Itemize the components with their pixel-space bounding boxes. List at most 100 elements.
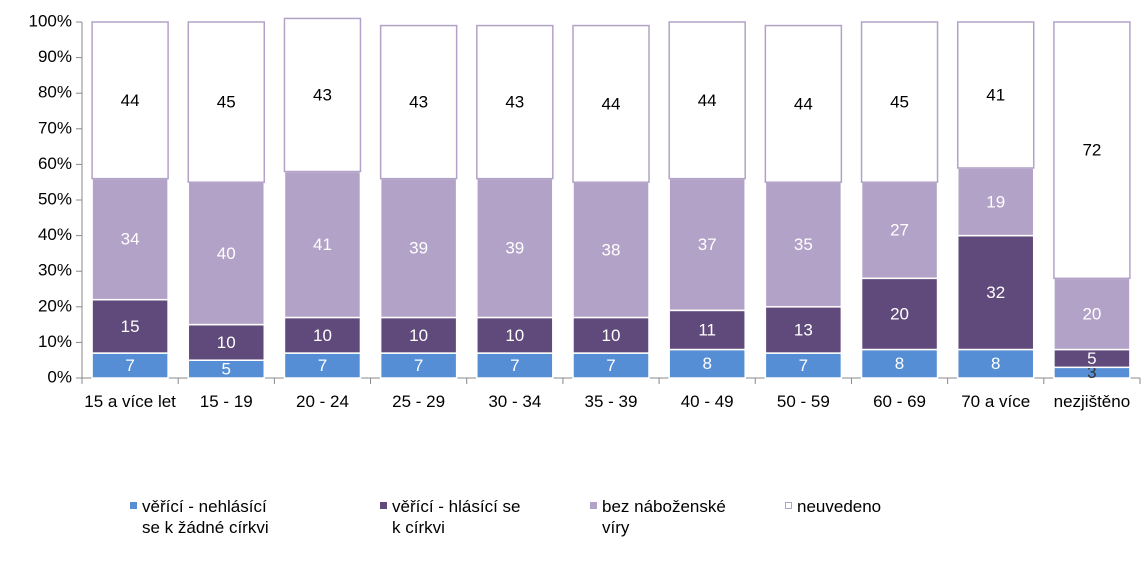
- data-label: 10: [602, 326, 621, 345]
- data-label: 20: [1082, 304, 1101, 323]
- data-label: 45: [890, 93, 909, 112]
- x-tick-label: nezjištěno: [1053, 392, 1131, 411]
- y-tick-label: 60%: [38, 154, 72, 173]
- data-label: 7: [318, 356, 327, 375]
- data-label: 40: [217, 244, 236, 263]
- data-label: 7: [125, 356, 134, 375]
- data-label: 10: [505, 326, 524, 345]
- data-label: 41: [313, 235, 332, 254]
- bar-segment: [860, 181, 939, 280]
- bar-segment: [187, 21, 266, 183]
- bar-segment: [476, 316, 554, 354]
- bar-segment: [1053, 21, 1131, 280]
- x-tick-label: 20 - 24: [295, 392, 349, 411]
- x-tick-label: 60 - 69: [873, 392, 926, 411]
- bar-segment: [91, 352, 169, 379]
- bar-segment: [860, 21, 939, 183]
- data-label: 7: [606, 356, 615, 375]
- legend-label: bez náboženské víry: [602, 497, 726, 537]
- legend-label: věřící - nehlásící se k žádné církvi: [142, 497, 269, 537]
- data-label: 39: [409, 239, 428, 258]
- bar-segment: [379, 352, 458, 379]
- bar-segment: [764, 306, 843, 354]
- data-label: 19: [986, 192, 1005, 211]
- data-label: 44: [698, 91, 717, 110]
- bar-segment: [572, 24, 650, 183]
- bar-segment: [379, 24, 458, 180]
- bar-segment: [764, 24, 843, 183]
- bar-segment: [283, 316, 362, 354]
- bar-segment: [668, 348, 746, 379]
- bar-segment: [668, 21, 746, 180]
- data-label: 72: [1082, 141, 1101, 160]
- data-label: 43: [313, 85, 332, 104]
- y-tick-label: 40%: [38, 225, 72, 244]
- data-label: 20: [890, 304, 909, 323]
- bar-segment: [956, 21, 1035, 169]
- y-tick-label: 20%: [38, 296, 72, 315]
- data-label: 41: [986, 85, 1005, 104]
- data-label: 7: [799, 356, 808, 375]
- bar-segment: [476, 24, 554, 180]
- legend-item: věřící - hlásící se k církvi: [380, 496, 522, 538]
- bar-segment: [379, 177, 458, 319]
- data-label: 8: [895, 354, 904, 373]
- x-tick-label: 30 - 34: [488, 392, 542, 411]
- bar-segment: [187, 181, 266, 326]
- x-tick-label: 50 - 59: [776, 392, 830, 411]
- data-label: 32: [986, 283, 1005, 302]
- data-label: 15: [121, 317, 140, 336]
- x-tick-label: 70 a více: [961, 392, 1031, 411]
- legend-swatch: [785, 502, 792, 509]
- data-label: 10: [217, 333, 236, 352]
- y-tick-label: 30%: [38, 261, 72, 280]
- bar-segment: [860, 277, 939, 351]
- legend-label: neuvedeno: [797, 497, 882, 516]
- bar-segment: [283, 352, 362, 379]
- data-label: 3: [1087, 363, 1096, 382]
- bar-segment: [187, 323, 266, 361]
- x-tick-label: 15 - 19: [199, 392, 253, 411]
- data-label: 44: [121, 91, 140, 110]
- y-tick-label: 90%: [38, 47, 72, 66]
- y-tick-label: 70%: [38, 118, 72, 137]
- data-label: 45: [217, 93, 236, 112]
- data-label: 35: [794, 235, 813, 254]
- bar-segment: [91, 298, 169, 354]
- bar-segment: [668, 177, 746, 312]
- x-tick-label: 35 - 39: [584, 392, 638, 411]
- data-label: 5: [222, 360, 231, 379]
- data-label: 10: [313, 326, 332, 345]
- data-label: 27: [890, 221, 909, 240]
- bar-segment: [572, 316, 650, 354]
- bar-segment: [956, 167, 1035, 237]
- bar-segment: [956, 234, 1035, 351]
- data-label: 8: [702, 354, 711, 373]
- bar-segment: [283, 17, 362, 173]
- data-label: 5: [1087, 349, 1096, 368]
- bar-segment: [764, 181, 843, 308]
- y-tick-label: 100%: [29, 11, 72, 30]
- bar-segment: [91, 21, 169, 180]
- bar-segment: [283, 170, 362, 319]
- y-tick-label: 10%: [38, 332, 72, 351]
- data-label: 7: [414, 356, 423, 375]
- x-tick-label: 25 - 29: [392, 392, 446, 411]
- bar-segment: [476, 352, 554, 379]
- data-label: 8: [991, 354, 1000, 373]
- data-label: 34: [121, 230, 140, 249]
- bar-segment: [572, 181, 650, 319]
- legend-item: bez náboženské víry: [590, 496, 732, 538]
- bar-segment: [1053, 277, 1131, 351]
- data-label: 39: [505, 239, 524, 258]
- data-label: 11: [698, 320, 716, 339]
- legend-swatch: [590, 502, 597, 509]
- y-tick-label: 80%: [38, 83, 72, 102]
- y-tick-label: 50%: [38, 189, 72, 208]
- legend-item: věřící - nehlásící se k žádné církvi: [130, 496, 272, 538]
- x-tick-label: 15 a více let: [84, 392, 176, 411]
- x-tick-label: 40 - 49: [680, 392, 734, 411]
- data-label: 13: [794, 320, 813, 339]
- legend-swatch: [380, 502, 387, 509]
